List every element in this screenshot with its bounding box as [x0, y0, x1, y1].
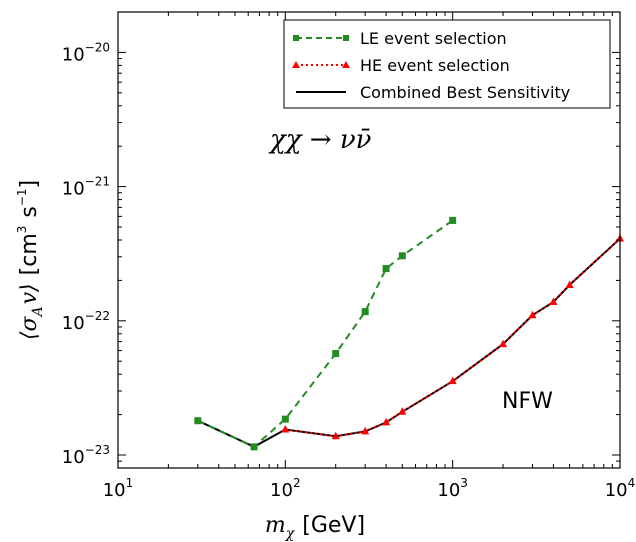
x-tick-label: 101 — [103, 476, 134, 501]
y-tick-exp: −20 — [85, 40, 110, 54]
legend-entry-le: LE event selection — [293, 29, 507, 48]
data-point-le — [361, 308, 369, 316]
legend-marker-le-b — [343, 35, 349, 41]
y-axis-unit-b-exp: −1 — [15, 188, 29, 206]
data-point-le — [194, 417, 202, 425]
legend-label-he: HE event selection — [360, 56, 510, 75]
data-point-he — [565, 280, 574, 288]
data-point-le — [332, 350, 340, 358]
data-point-le — [250, 443, 258, 451]
legend-marker-he-b — [342, 61, 350, 68]
series-line-0 — [197, 219, 454, 448]
svg-text:⟨σAv⟩[cm3s−1]: ⟨σAv⟩ [cm3 s−1] — [15, 180, 46, 340]
y-tick-label: 10−21 — [62, 175, 110, 200]
y-tick-base: 10 — [62, 447, 85, 468]
y-axis-close: ⟩ — [17, 283, 42, 293]
legend-marker-he-a — [292, 61, 300, 68]
x-axis-symbol: m — [265, 513, 286, 538]
y-tick-exp: −21 — [85, 175, 110, 189]
x-tick-base: 10 — [270, 480, 293, 501]
data-point-le — [449, 216, 457, 224]
y-tick-label: 10−23 — [62, 443, 110, 468]
data-point-he — [398, 407, 407, 415]
data-point-he — [281, 424, 290, 433]
legend-box — [283, 19, 611, 109]
plot-frame — [117, 11, 621, 469]
x-tick-base: 10 — [103, 480, 126, 501]
y-tick-exp: −22 — [85, 309, 110, 323]
y-axis-unit-a-exp: 3 — [15, 226, 29, 234]
y-axis-v: v — [17, 291, 42, 304]
y-tick-label: 10−20 — [62, 40, 110, 65]
data-point-le — [398, 252, 406, 260]
x-axis-unit: [GeV] — [302, 513, 365, 538]
y-tick-exp: −23 — [85, 443, 110, 457]
y-tick-base: 10 — [62, 313, 85, 334]
x-tick-exp: 2 — [293, 476, 301, 490]
data-point-he — [331, 431, 340, 440]
legend-label-le: LE event selection — [360, 29, 507, 48]
data-point-le — [382, 265, 390, 273]
data-point-le — [281, 415, 289, 423]
process-annotation: χχ → νν̄ — [268, 125, 372, 155]
y-tick-base: 10 — [62, 44, 85, 65]
x-axis-subscript: χ — [285, 526, 296, 542]
y-axis-unit-c: ] — [17, 180, 42, 189]
legend-entry-combined: Combined Best Sensitivity — [296, 83, 570, 102]
x-tick-label: 102 — [270, 476, 301, 501]
y-axis-unit-a: [cm — [17, 233, 42, 275]
x-tick-base: 10 — [605, 480, 628, 501]
y-axis-unit-b: s — [17, 206, 42, 217]
y-axis-subscript: A — [30, 306, 46, 318]
x-tick-base: 10 — [437, 480, 460, 501]
data-point-he — [528, 310, 537, 319]
x-tick-label: 104 — [605, 476, 636, 501]
legend-marker-le-a — [293, 35, 299, 41]
x-tick-exp: 3 — [460, 476, 468, 490]
y-tick-label: 10−22 — [62, 309, 110, 334]
x-tick-label: 103 — [437, 476, 468, 501]
legend: LE event selection HE event selection Co… — [283, 19, 611, 109]
y-axis-sigma: σ — [17, 316, 42, 332]
profile-annotation: NFW — [502, 389, 553, 414]
x-tick-exp: 1 — [126, 476, 134, 490]
data-point-he — [448, 376, 457, 385]
series-line-1 — [285, 237, 621, 438]
data-point-he — [549, 297, 558, 306]
y-axis-label: ⟨σAv⟩ [cm3 s−1] — [15, 180, 46, 340]
x-axis-label: mχ [GeV] — [265, 513, 365, 542]
x-tick-exp: 4 — [628, 476, 636, 490]
series-line-2 — [197, 237, 621, 448]
legend-label-combined: Combined Best Sensitivity — [360, 83, 570, 102]
data-point-he — [361, 426, 370, 435]
y-tick-base: 10 — [62, 179, 85, 200]
y-axis-open: ⟨ — [17, 331, 42, 340]
legend-entry-he: HE event selection — [292, 56, 510, 75]
data-point-he — [382, 417, 391, 426]
data-point-he — [499, 339, 508, 348]
